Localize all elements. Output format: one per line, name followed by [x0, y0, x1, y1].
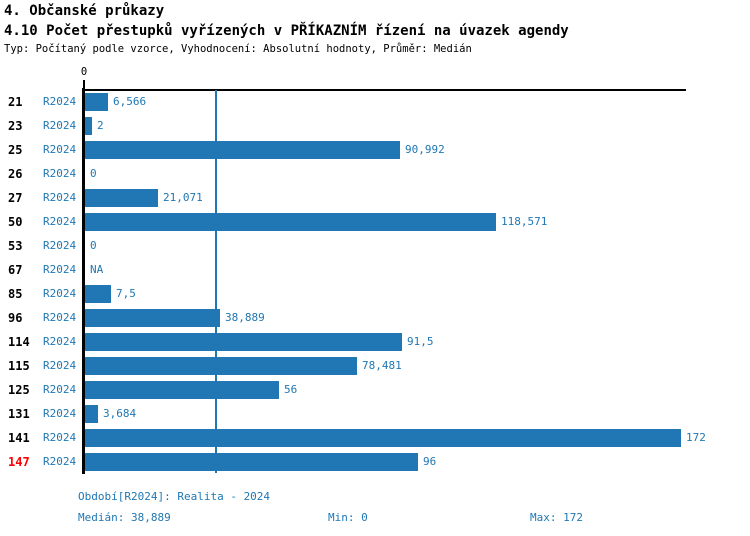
value-label: 0 — [90, 167, 97, 180]
table-row: 23 R2024 2 — [0, 114, 750, 138]
value-label: 2 — [97, 119, 104, 132]
period-label: R2024 — [43, 191, 77, 204]
period-label: R2024 — [43, 239, 77, 252]
org-id-label: 25 — [8, 143, 23, 157]
org-id-label: 125 — [8, 383, 30, 397]
period-label: R2024 — [43, 287, 77, 300]
table-row: 114 R2024 91,5 — [0, 330, 750, 354]
footer-max: Max: 172 — [530, 511, 583, 524]
value-label: 96 — [423, 455, 437, 468]
bar-rows: 21 R2024 6,566 23 R2024 2 25 R2024 90,992 26 R2024… — [0, 90, 750, 474]
value-label: 90,992 — [405, 143, 445, 156]
org-id-label: 131 — [8, 407, 30, 421]
org-id-label: 53 — [8, 239, 23, 253]
value-bar — [85, 381, 279, 399]
org-id-label: 50 — [8, 215, 23, 229]
table-row: 53 R2024 0 — [0, 234, 750, 258]
period-label: R2024 — [43, 263, 77, 276]
table-row: 25 R2024 90,992 — [0, 138, 750, 162]
table-row: 96 R2024 38,889 — [0, 306, 750, 330]
value-bar — [85, 309, 220, 327]
value-label: NA — [90, 263, 104, 276]
org-id-label: 21 — [8, 95, 23, 109]
org-id-label: 85 — [8, 287, 23, 301]
table-row: 141 R2024 172 — [0, 426, 750, 450]
value-bar — [85, 357, 357, 375]
value-bar — [85, 141, 400, 159]
org-id-label: 115 — [8, 359, 30, 373]
value-label: 7,5 — [116, 287, 136, 300]
value-label: 91,5 — [407, 335, 434, 348]
org-id-label: 147 — [8, 455, 30, 469]
x-axis-line — [84, 89, 686, 91]
table-row: 125 R2024 56 — [0, 378, 750, 402]
median-reference-line — [215, 90, 217, 473]
value-bar — [85, 333, 402, 351]
x-axis-zero-tick-mark — [83, 80, 85, 89]
org-id-label: 114 — [8, 335, 30, 349]
org-id-label: 26 — [8, 167, 23, 181]
value-bar — [85, 285, 111, 303]
footer-median: Medián: 38,889 — [78, 511, 171, 524]
footer-period: Období[R2024]: Realita - 2024 — [78, 490, 271, 503]
period-label: R2024 — [43, 335, 77, 348]
value-bar — [85, 453, 418, 471]
period-label: R2024 — [43, 119, 77, 132]
table-row: 67 R2024 NA — [0, 258, 750, 282]
table-row: 21 R2024 6,566 — [0, 90, 750, 114]
period-label: R2024 — [43, 143, 77, 156]
period-label: R2024 — [43, 359, 77, 372]
value-label: 3,684 — [103, 407, 137, 420]
value-label: 38,889 — [225, 311, 265, 324]
value-label: 0 — [90, 239, 97, 252]
chart-meta-line: Typ: Počítaný podle vzorce, Vyhodnocení:… — [4, 43, 472, 55]
value-label: 118,571 — [501, 215, 548, 228]
period-label: R2024 — [43, 383, 77, 396]
value-label: 172 — [686, 431, 706, 444]
x-axis-zero-tick-label: 0 — [80, 66, 88, 78]
chart-title: 4.10 Počet přestupků vyřízených v PŘÍKAZ… — [4, 23, 569, 39]
table-row: 115 R2024 78,481 — [0, 354, 750, 378]
period-label: R2024 — [43, 407, 77, 420]
period-label: R2024 — [43, 455, 77, 468]
table-row: 27 R2024 21,071 — [0, 186, 750, 210]
value-label: 21,071 — [163, 191, 203, 204]
table-row: 50 R2024 118,571 — [0, 210, 750, 234]
value-label: 6,566 — [113, 95, 147, 108]
value-bar — [85, 213, 496, 231]
table-row: 131 R2024 3,684 — [0, 402, 750, 426]
report-section-title: 4. Občanské průkazy — [4, 3, 165, 19]
y-axis-line — [82, 88, 85, 474]
table-row: 26 R2024 0 — [0, 162, 750, 186]
value-label: 78,481 — [362, 359, 402, 372]
value-bar — [85, 117, 92, 135]
table-row: 147 R2024 96 — [0, 450, 750, 474]
value-bar — [85, 429, 681, 447]
value-label: 56 — [284, 383, 298, 396]
period-label: R2024 — [43, 431, 77, 444]
period-label: R2024 — [43, 215, 77, 228]
org-id-label: 27 — [8, 191, 23, 205]
table-row: 85 R2024 7,5 — [0, 282, 750, 306]
org-id-label: 141 — [8, 431, 30, 445]
value-bar — [85, 93, 108, 111]
footer-min: Min: 0 — [328, 511, 368, 524]
period-label: R2024 — [43, 311, 77, 324]
period-label: R2024 — [43, 95, 77, 108]
value-bar — [85, 405, 98, 423]
value-bar — [85, 189, 158, 207]
period-label: R2024 — [43, 167, 77, 180]
org-id-label: 23 — [8, 119, 23, 133]
org-id-label: 96 — [8, 311, 23, 325]
org-id-label: 67 — [8, 263, 23, 277]
